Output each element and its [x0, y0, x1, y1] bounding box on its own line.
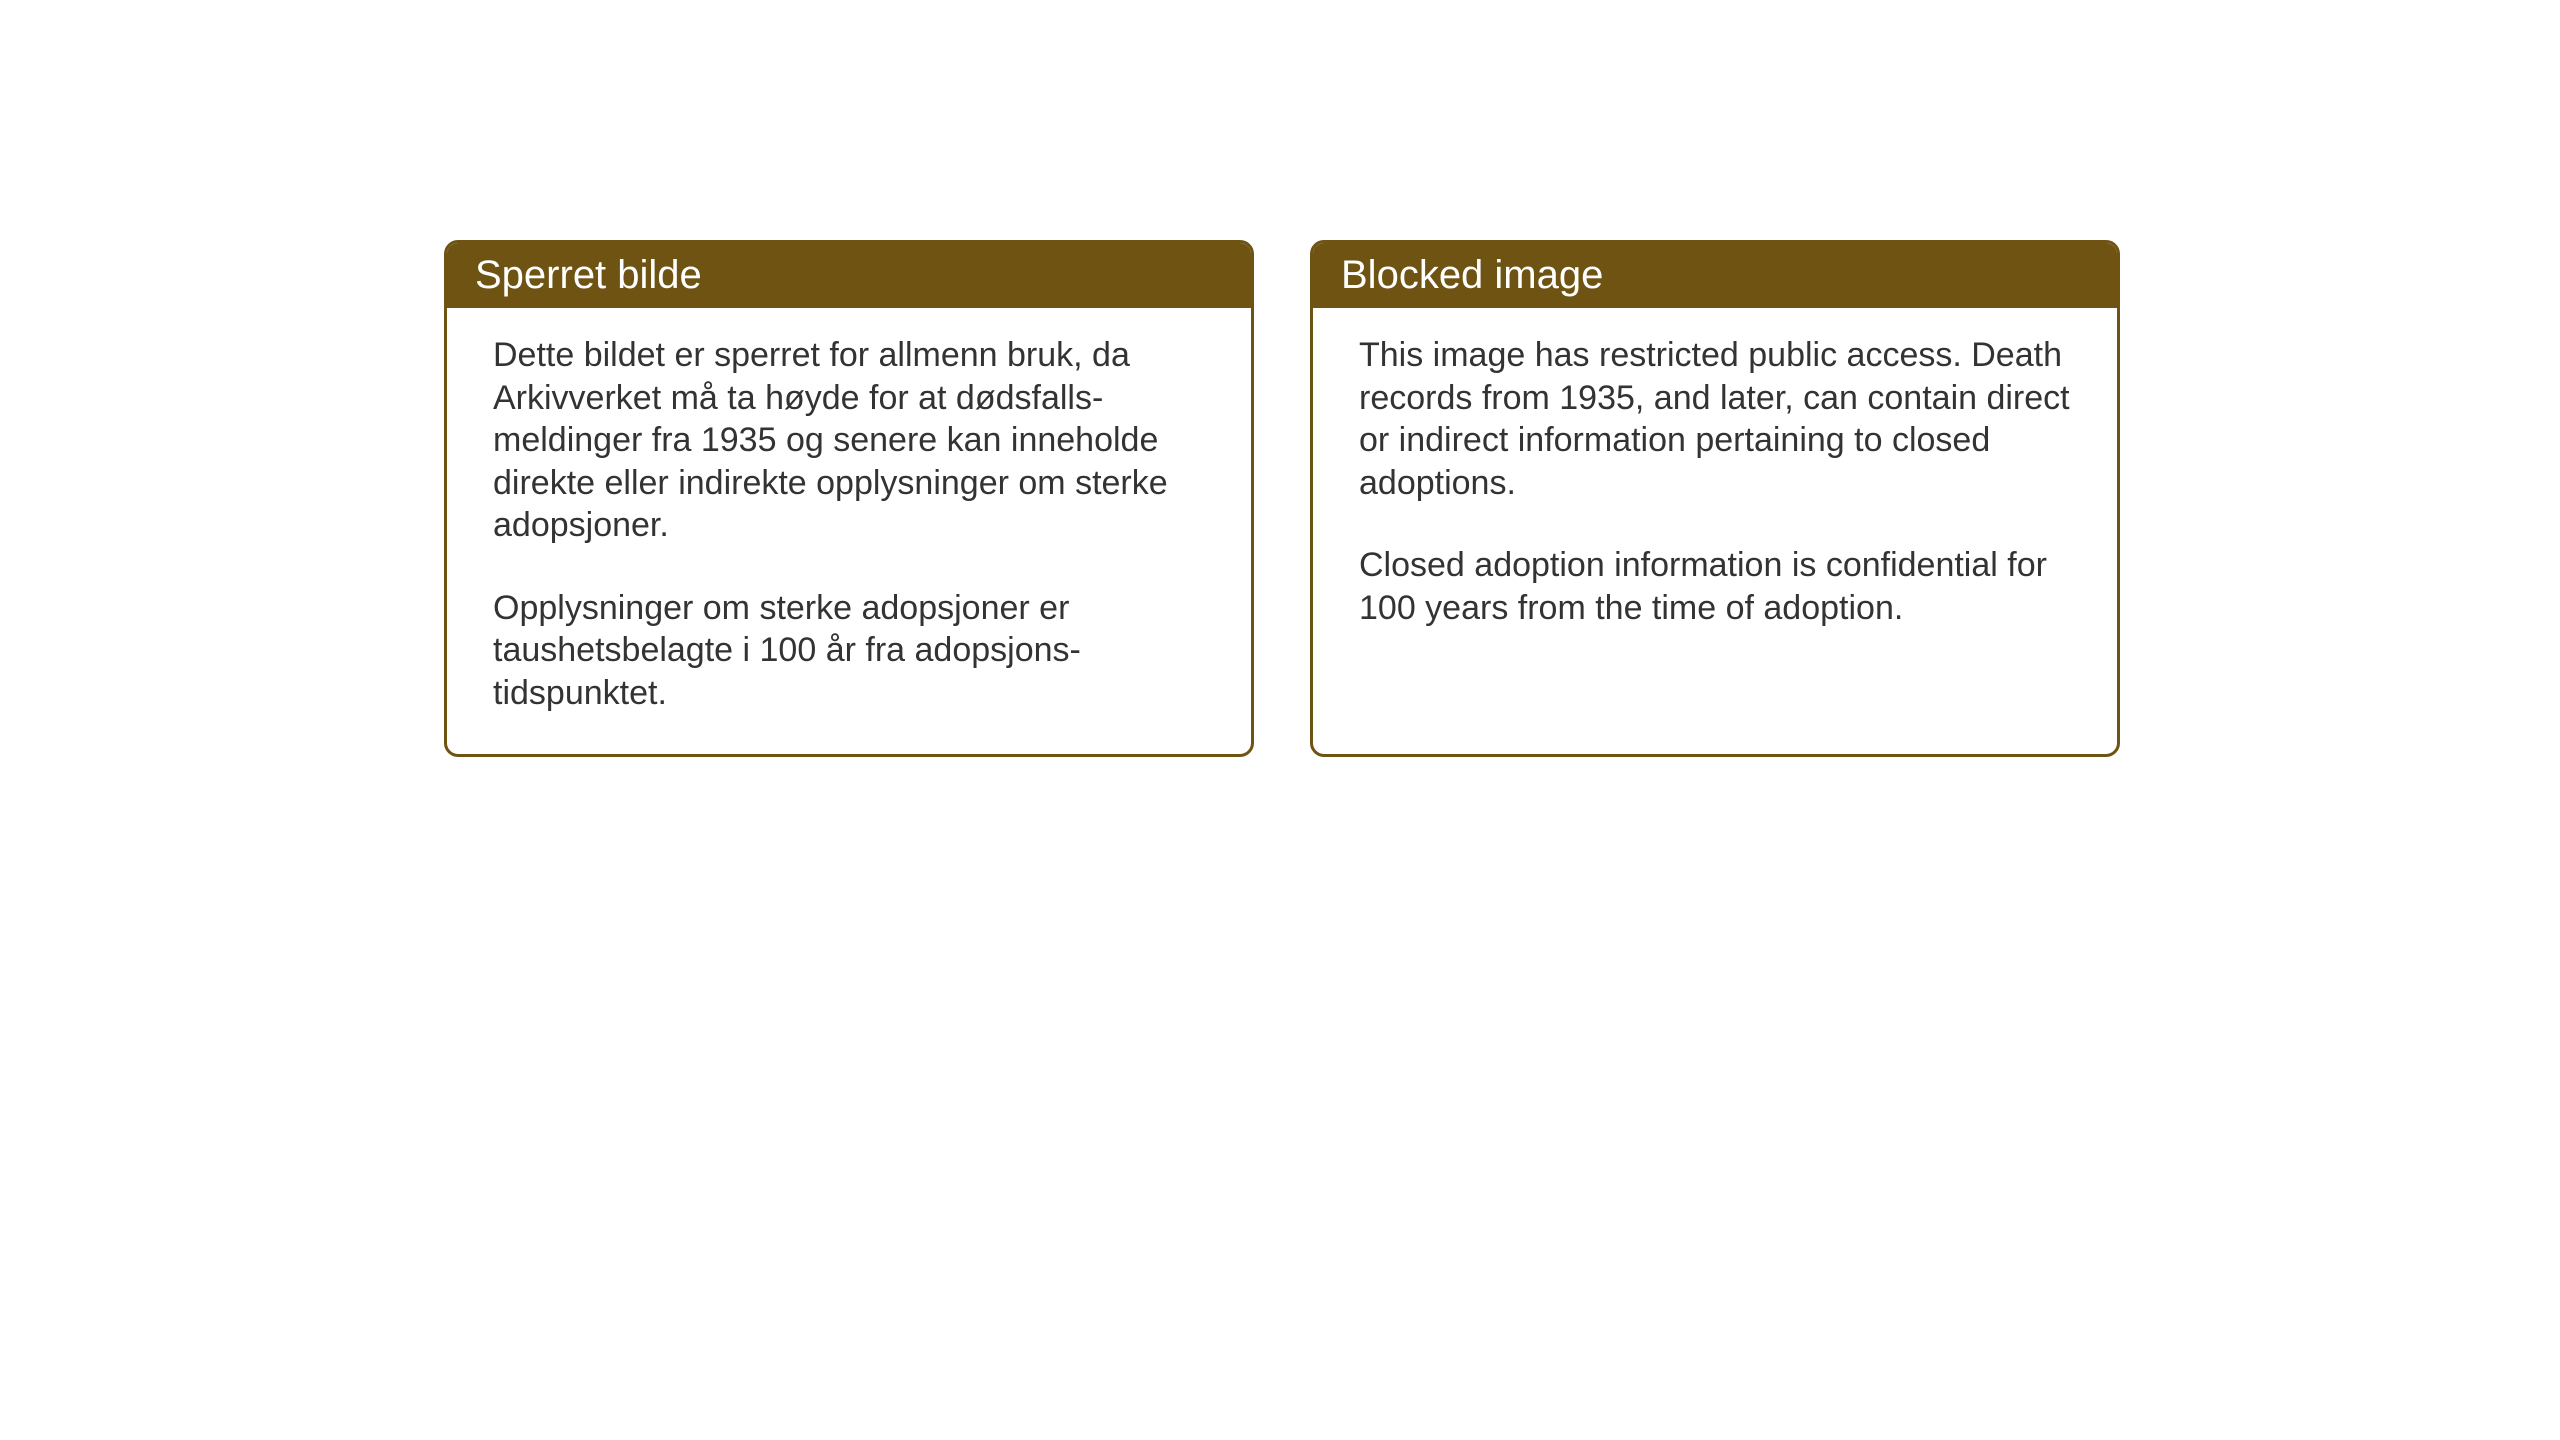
notice-paragraph: Closed adoption information is confident… — [1359, 544, 2071, 629]
notice-paragraph: This image has restricted public access.… — [1359, 334, 2071, 504]
notice-box-english: Blocked image This image has restricted … — [1310, 240, 2120, 757]
notice-header-english: Blocked image — [1313, 243, 2117, 308]
notice-header-norwegian: Sperret bilde — [447, 243, 1251, 308]
notice-container: Sperret bilde Dette bildet er sperret fo… — [444, 240, 2120, 757]
notice-body-norwegian: Dette bildet er sperret for allmenn bruk… — [447, 308, 1251, 754]
notice-paragraph: Dette bildet er sperret for allmenn bruk… — [493, 334, 1205, 547]
notice-body-english: This image has restricted public access.… — [1313, 308, 2117, 669]
notice-paragraph: Opplysninger om sterke adopsjoner er tau… — [493, 587, 1205, 715]
notice-box-norwegian: Sperret bilde Dette bildet er sperret fo… — [444, 240, 1254, 757]
